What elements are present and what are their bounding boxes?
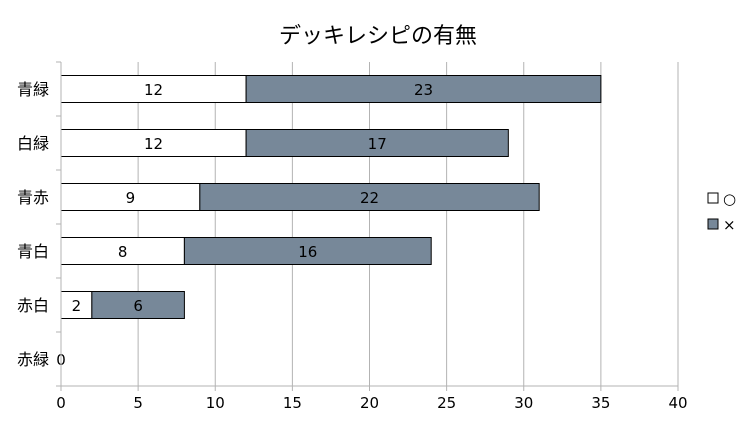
bar-segment-series-1 (245, 75, 602, 103)
x-tick-label: 0 (56, 394, 66, 412)
bar-segment-series-1 (199, 183, 540, 211)
category-label: 赤緑 (17, 350, 49, 369)
data-label: 22 (360, 189, 379, 207)
x-tick-label: 5 (133, 394, 143, 412)
bar-segment-series-1 (245, 129, 509, 157)
x-tick-label: 15 (283, 394, 302, 412)
x-tick-label: 30 (514, 394, 533, 412)
x-tick-label: 10 (206, 394, 225, 412)
data-label: 17 (368, 135, 387, 153)
x-tick-label: 35 (591, 394, 610, 412)
category-label: 青緑 (17, 80, 49, 99)
x-tick-label: 25 (437, 394, 456, 412)
data-label: 23 (414, 81, 433, 99)
category-label: 白緑 (17, 134, 49, 153)
legend-swatch (707, 218, 719, 230)
data-label: 8 (118, 243, 128, 261)
x-tick-label: 40 (668, 394, 687, 412)
data-label: 2 (72, 297, 82, 315)
category-label: 赤白 (17, 296, 49, 315)
data-label: 9 (126, 189, 136, 207)
bar-segment-series-1 (183, 237, 432, 265)
legend-label: × (723, 216, 736, 234)
category-label: 青白 (17, 242, 49, 261)
chart-title: デッキレシピの有無 (279, 24, 477, 49)
data-label: 12 (144, 81, 163, 99)
category-label: 青赤 (17, 188, 49, 207)
bar-segment-series-1 (91, 291, 185, 319)
data-label: 12 (144, 135, 163, 153)
data-label: 6 (133, 297, 143, 315)
data-label: 16 (298, 243, 317, 261)
x-tick-label: 20 (360, 394, 379, 412)
legend: ○× (707, 190, 736, 234)
legend-label: ○ (723, 190, 736, 208)
grid-lines (60, 62, 679, 386)
legend-swatch (707, 192, 719, 204)
